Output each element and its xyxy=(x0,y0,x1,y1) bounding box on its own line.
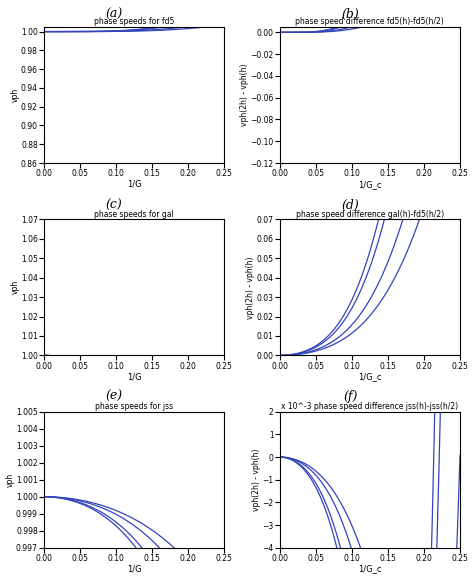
Text: (c): (c) xyxy=(105,199,122,212)
Text: (f): (f) xyxy=(344,390,358,403)
Y-axis label: vph(2h) - vph(h): vph(2h) - vph(h) xyxy=(252,449,261,511)
X-axis label: 1/G: 1/G xyxy=(127,565,142,573)
Text: 30: 30 xyxy=(0,578,1,579)
Y-axis label: vph(2h) - vph(h): vph(2h) - vph(h) xyxy=(240,64,249,126)
X-axis label: 1/G: 1/G xyxy=(127,179,142,189)
Text: (d): (d) xyxy=(342,199,360,212)
Y-axis label: vph: vph xyxy=(10,280,19,295)
Y-axis label: vph: vph xyxy=(10,88,19,102)
X-axis label: 1/G_c: 1/G_c xyxy=(358,179,382,189)
X-axis label: 1/G: 1/G xyxy=(127,372,142,381)
Title: phase speed difference gal(h)-fd5(h/2): phase speed difference gal(h)-fd5(h/2) xyxy=(296,210,444,218)
Title: x 10^-3 phase speed difference jss(h)-jss(h/2): x 10^-3 phase speed difference jss(h)-js… xyxy=(281,402,458,411)
X-axis label: 1/G_c: 1/G_c xyxy=(358,565,382,573)
Y-axis label: vph: vph xyxy=(6,472,15,487)
Y-axis label: vph(2h) - vph(h): vph(2h) - vph(h) xyxy=(246,256,255,318)
Title: phase speeds for fd5: phase speeds for fd5 xyxy=(94,17,174,26)
Title: phase speeds for gal: phase speeds for gal xyxy=(94,210,174,218)
Text: (e): (e) xyxy=(105,390,122,403)
Title: phase speed difference fd5(h)-fd5(h/2): phase speed difference fd5(h)-fd5(h/2) xyxy=(295,17,444,26)
Text: (b): (b) xyxy=(342,8,360,21)
X-axis label: 1/G_c: 1/G_c xyxy=(358,372,382,381)
Text: (a): (a) xyxy=(105,8,122,21)
Title: phase speeds for jss: phase speeds for jss xyxy=(95,402,173,411)
